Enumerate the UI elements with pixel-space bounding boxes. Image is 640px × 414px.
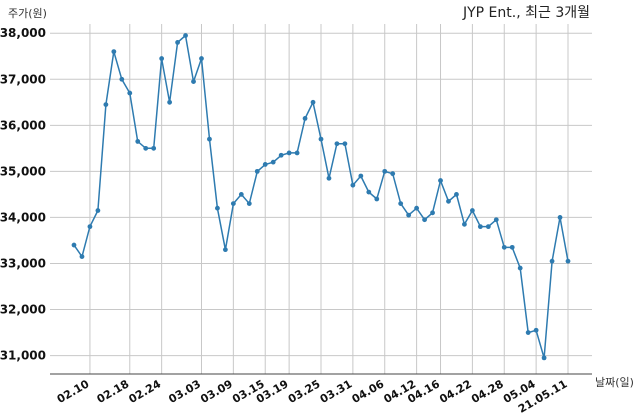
data-point — [398, 201, 404, 207]
y-tick-label: 35,000 — [0, 164, 46, 178]
data-point — [509, 244, 515, 250]
data-point — [517, 265, 523, 271]
data-point — [501, 244, 507, 250]
data-point — [230, 201, 236, 207]
x-tick-label: 02.24 — [127, 377, 164, 406]
data-point — [278, 152, 284, 158]
data-point — [493, 217, 499, 223]
data-point — [525, 330, 531, 335]
data-point — [390, 171, 396, 177]
x-tick-label: 03.03 — [166, 377, 203, 406]
data-point — [446, 198, 451, 204]
data-point — [87, 224, 93, 230]
data-point — [79, 254, 85, 259]
data-point — [533, 327, 539, 333]
x-tick-label: 04.22 — [437, 377, 474, 406]
data-point — [438, 178, 443, 183]
y-tick-labels: 31,000 32,000 33,000 34,000 35,000 36,000 37,0… — [0, 26, 46, 362]
data-point — [334, 141, 340, 147]
data-point — [350, 182, 356, 188]
data-point — [310, 99, 316, 105]
y-tick-label: 33,000 — [0, 256, 46, 270]
data-point — [222, 247, 228, 253]
data-point — [422, 217, 427, 223]
data-point — [270, 159, 276, 165]
x-tick-label: 03.25 — [286, 377, 323, 406]
data-point — [167, 99, 173, 105]
data-point — [254, 168, 260, 174]
data-point — [541, 355, 547, 361]
data-point — [557, 215, 563, 220]
y-tick-label: 34,000 — [0, 210, 46, 224]
data-point — [469, 208, 475, 213]
series-layer — [71, 33, 571, 361]
y-tick-label: 36,000 — [0, 118, 46, 132]
data-point — [159, 56, 165, 61]
data-point — [151, 145, 157, 151]
x-tick-label: 03.09 — [198, 377, 235, 406]
data-point — [103, 102, 109, 107]
y-tick-label: 38,000 — [0, 26, 46, 40]
data-point — [374, 196, 380, 202]
data-point — [246, 201, 252, 207]
data-point — [294, 150, 300, 156]
data-point — [95, 208, 101, 213]
x-tick-label: 02.18 — [95, 377, 132, 406]
x-tick-label: 04.06 — [350, 377, 387, 406]
data-point — [358, 173, 364, 179]
data-point — [477, 224, 483, 230]
data-point — [326, 175, 332, 181]
data-point — [414, 205, 420, 211]
x-tick-label: 02.10 — [55, 377, 92, 406]
x-axis-unit-label: 날짜(일) — [595, 375, 634, 389]
data-point — [71, 242, 77, 248]
data-point — [318, 136, 324, 142]
data-point — [342, 141, 348, 147]
data-point — [382, 168, 388, 174]
data-point — [286, 150, 292, 156]
data-point — [430, 210, 435, 216]
data-point — [565, 258, 571, 264]
data-point — [238, 191, 244, 197]
y-tick-label: 37,000 — [0, 72, 46, 86]
data-point — [199, 56, 204, 61]
data-point — [111, 49, 117, 55]
data-point — [191, 79, 196, 84]
x-tick-label: 03.31 — [318, 377, 355, 406]
chart-title: JYP Ent., 최근 3개월 — [462, 5, 590, 21]
data-point — [485, 224, 491, 230]
data-point — [119, 76, 125, 82]
data-point — [215, 205, 220, 211]
y-tick-label: 32,000 — [0, 303, 46, 317]
data-point — [127, 90, 133, 96]
data-point — [454, 191, 459, 197]
y-axis-unit-label: 주가(원) — [8, 7, 47, 20]
y-tick-label: 31,000 — [0, 349, 46, 363]
data-point — [183, 33, 188, 38]
data-point — [143, 145, 149, 151]
x-tick-label: 04.28 — [469, 377, 506, 406]
data-point — [207, 136, 212, 142]
data-point — [302, 116, 308, 121]
grid-layer — [50, 24, 592, 374]
data-point — [135, 139, 141, 144]
data-point — [366, 189, 372, 195]
data-point — [262, 162, 268, 167]
data-point — [462, 221, 467, 227]
data-point — [175, 40, 180, 45]
data-point — [406, 212, 412, 218]
data-point — [549, 258, 555, 264]
